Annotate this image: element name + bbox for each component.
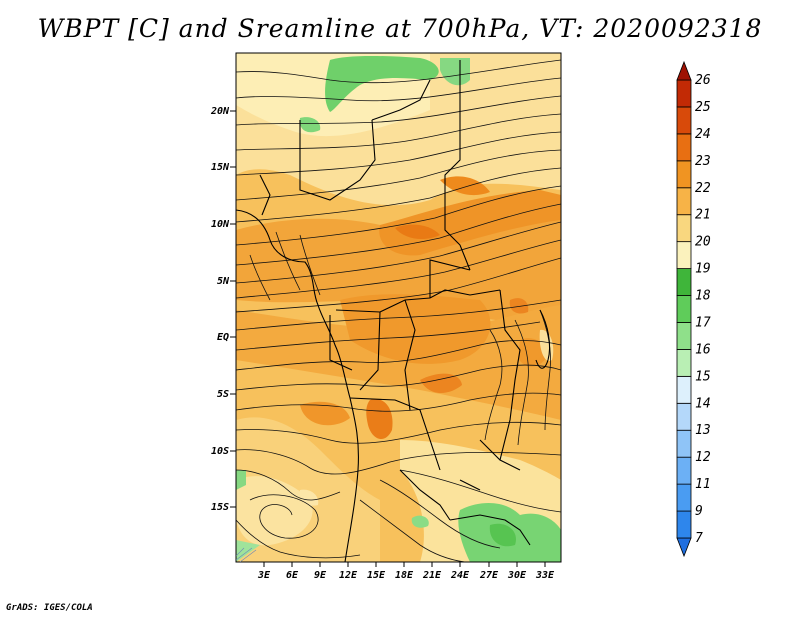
- lon-label: 24E: [450, 570, 470, 581]
- colorbar-max-arrow: [676, 60, 692, 81]
- lon-label: 15E: [367, 570, 386, 581]
- colorbar-label: 17: [695, 315, 711, 330]
- colorbar-label: 22: [695, 181, 711, 196]
- colorbar-swatch: [676, 349, 692, 377]
- colorbar-swatch: [676, 322, 692, 350]
- colorbar-swatch: [676, 456, 692, 485]
- colorbar-label: 16: [695, 342, 711, 357]
- plot-frame: [235, 52, 562, 563]
- lon-label: 9E: [314, 570, 327, 581]
- streamlines: [236, 59, 561, 562]
- colorbar-swatch: [676, 214, 692, 243]
- colorbar-label: 11: [695, 477, 711, 492]
- map-title: WBPT [C] and Sreamline at 700hPa, VT: 20…: [37, 14, 763, 43]
- colorbar: 7 9 11 12 13 14 15 16 17 18 19 20 21 22 23 24 25 26: [676, 60, 711, 558]
- colorbar-swatch: [676, 483, 692, 512]
- colorbar-swatch: [676, 510, 692, 539]
- colorbar-swatch: [676, 79, 692, 108]
- lon-label: 27E: [479, 570, 499, 581]
- lon-axis: 3E 6E 9E 12E 15E 18E 21E 24E 27E 30E 33E: [257, 562, 555, 581]
- colorbar-label: 23: [695, 154, 711, 169]
- colorbar-label: 9: [695, 504, 703, 519]
- hatched-corner: [236, 547, 257, 562]
- colorbar-label: 13: [695, 423, 711, 438]
- lat-label: 10S: [211, 446, 229, 457]
- lon-label: 18E: [395, 570, 414, 581]
- colorbar-label: 14: [695, 396, 711, 411]
- wbpt-field: [236, 53, 561, 562]
- colorbar-label: 19: [695, 262, 711, 277]
- lat-label: 5N: [217, 276, 230, 287]
- colorbar-label: 21: [695, 208, 711, 223]
- colorbar-swatch: [676, 375, 692, 404]
- colorbar-swatch: [676, 268, 692, 296]
- lon-label: 33E: [535, 570, 555, 581]
- colorbar-min-arrow: [676, 537, 692, 558]
- colorbar-label: 7: [695, 531, 703, 546]
- lat-label: EQ: [217, 332, 229, 343]
- colorbar-label: 26: [695, 73, 711, 88]
- lat-label: 15S: [211, 502, 229, 513]
- colorbar-swatch: [676, 295, 692, 323]
- lon-label: 12E: [339, 570, 358, 581]
- lon-label: 6E: [286, 570, 299, 581]
- colorbar-label: 24: [695, 127, 711, 142]
- lat-label: 15N: [211, 162, 230, 173]
- colorbar-swatch: [676, 402, 692, 431]
- grads-credit: GrADS: IGES/COLA: [6, 603, 93, 613]
- colorbar-swatch: [676, 160, 692, 189]
- lon-label: 3E: [257, 570, 271, 581]
- colorbar-label: 20: [695, 235, 711, 250]
- colorbar-label: 18: [695, 289, 711, 304]
- lon-label: 21E: [422, 570, 442, 581]
- colorbar-swatch: [676, 429, 692, 458]
- colorbar-swatch: [676, 187, 692, 216]
- colorbar-label: 25: [695, 100, 711, 115]
- colorbar-swatch: [676, 241, 692, 269]
- country-borders: [236, 60, 551, 562]
- colorbar-swatch: [676, 106, 692, 135]
- lon-label: 30E: [507, 570, 527, 581]
- lat-axis: 20N 15N 10N 5N EQ 5S 10S 15S: [210, 106, 236, 513]
- lat-label: 5S: [217, 389, 229, 400]
- lat-label: 10N: [211, 219, 230, 230]
- colorbar-label: 12: [695, 450, 711, 465]
- lat-label: 20N: [210, 106, 230, 117]
- colorbar-label: 15: [695, 369, 711, 384]
- colorbar-swatch: [676, 133, 692, 162]
